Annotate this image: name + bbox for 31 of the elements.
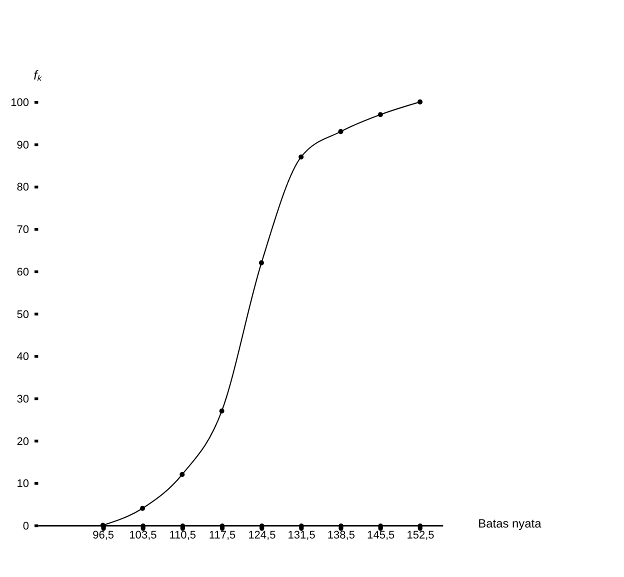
point	[338, 129, 344, 134]
x-tick-label: 152,5	[406, 530, 434, 542]
point	[180, 472, 185, 478]
x-tick-label: 124,5	[248, 530, 276, 542]
point	[418, 99, 423, 104]
point	[100, 522, 106, 528]
y-tick-label: 40	[16, 351, 29, 364]
y-tick-label: 70	[16, 224, 29, 236]
y-tick-label: 100	[10, 97, 29, 110]
point	[219, 408, 224, 414]
y-tick-label: 10	[16, 478, 29, 490]
y-tick-label: 80	[16, 182, 29, 194]
x-tick-label: 131,5	[288, 530, 316, 542]
x-tick-label: 117,5	[208, 530, 236, 542]
y-tick-label: 30	[16, 393, 29, 406]
point	[298, 154, 304, 160]
point	[378, 112, 383, 118]
y-axis-title: fₖ	[34, 67, 44, 82]
x-axis-title: Batas nyata	[478, 516, 542, 531]
point	[140, 506, 146, 511]
x-tick-label: 103,5	[129, 530, 157, 542]
y-tick-label: 0	[22, 520, 29, 532]
y-tick-label: 50	[16, 308, 29, 321]
x-tick-label: 138,5	[327, 530, 356, 542]
x-tick-label: 110,5	[169, 530, 196, 542]
y-tick-label: 90	[16, 139, 29, 152]
x-tick-label: 96,5	[92, 530, 114, 542]
y-tick-label: 60	[16, 266, 29, 278]
point	[258, 260, 264, 266]
y-tick-label: 20	[16, 436, 29, 448]
x-tick-label: 145,5	[367, 530, 395, 542]
